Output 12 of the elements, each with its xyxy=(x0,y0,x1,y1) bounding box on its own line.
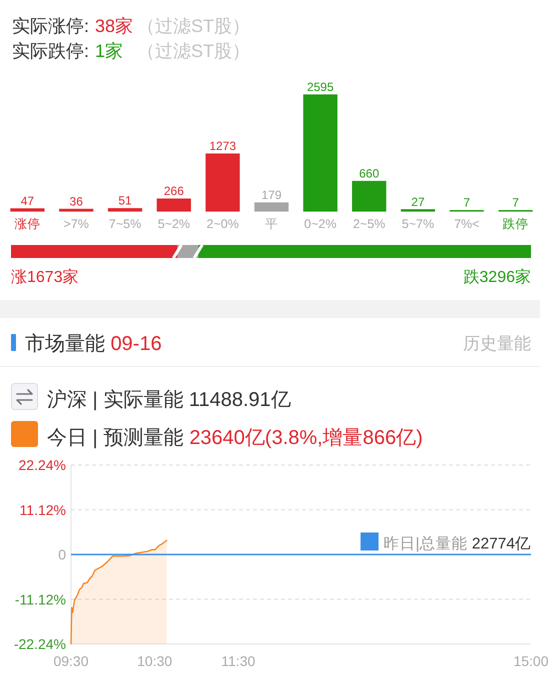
annotation: 实际跌停: xyxy=(12,41,90,61)
annotation: 历史量能 xyxy=(463,334,531,353)
annotation: 涨1673家 xyxy=(11,269,79,286)
annotation: （过滤ST股） xyxy=(137,41,250,61)
subtitle: 沪深 | 实际量能 11488.91亿 xyxy=(47,389,291,411)
annotation: 实际涨停: xyxy=(12,16,90,36)
annotation: 23640亿(3.8%,增量866亿) xyxy=(189,427,423,449)
annotation: 1家 xyxy=(95,41,124,61)
annotation: 38家 xyxy=(95,16,134,36)
annotation: （过滤ST股） xyxy=(137,16,250,36)
annotation: 跌3296家 xyxy=(463,269,531,286)
title: 市场量能 09-16 xyxy=(25,333,162,355)
